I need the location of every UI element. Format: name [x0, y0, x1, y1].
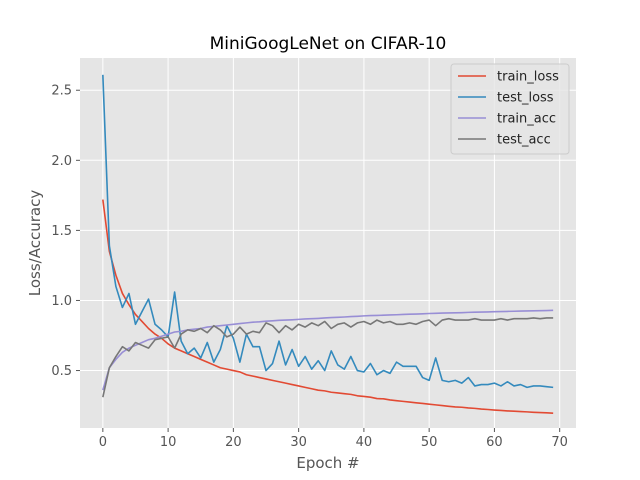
- series-line-train_acc: [102, 309, 554, 391]
- x-tick-label: 0: [99, 435, 107, 450]
- x-tick-label: 70: [551, 435, 568, 450]
- x-tick-label: 60: [486, 435, 503, 450]
- x-tick-label: 40: [356, 435, 373, 450]
- y-tick-label: 2.5: [51, 84, 72, 99]
- x-tick-label: 20: [225, 435, 242, 450]
- x-tick-label: 50: [421, 435, 438, 450]
- legend: train_loss test_loss train_acc test_acc: [450, 63, 570, 155]
- legend-label-test_acc: test_acc: [497, 133, 551, 148]
- y-axis-label: Loss/Accuracy: [26, 190, 44, 297]
- series-line-test_acc: [102, 317, 554, 398]
- x-axis-ticks: 0 10 20 30 40 50 60 70: [99, 428, 568, 450]
- y-tick-label: 2.0: [51, 154, 72, 169]
- legend-box: [450, 63, 570, 155]
- legend-label-train_loss: train_loss: [497, 70, 559, 85]
- legend-label-test_loss: test_loss: [497, 91, 554, 106]
- y-tick-label: 1.0: [51, 294, 72, 309]
- series-line-train_loss: [102, 199, 554, 414]
- series-group: [102, 74, 554, 414]
- chart-title: MiniGoogLeNet on CIFAR-10: [210, 34, 447, 54]
- x-tick-label: 10: [160, 435, 177, 450]
- series-line-test_loss: [102, 74, 554, 389]
- y-tick-label: 1.5: [51, 224, 72, 239]
- x-axis-label: Epoch #: [296, 454, 359, 472]
- legend-label-train_acc: train_acc: [497, 112, 556, 127]
- x-tick-label: 30: [290, 435, 307, 450]
- y-axis-ticks: 0.5 1.0 1.5 2.0 2.5: [51, 84, 80, 379]
- y-tick-label: 0.5: [51, 364, 72, 379]
